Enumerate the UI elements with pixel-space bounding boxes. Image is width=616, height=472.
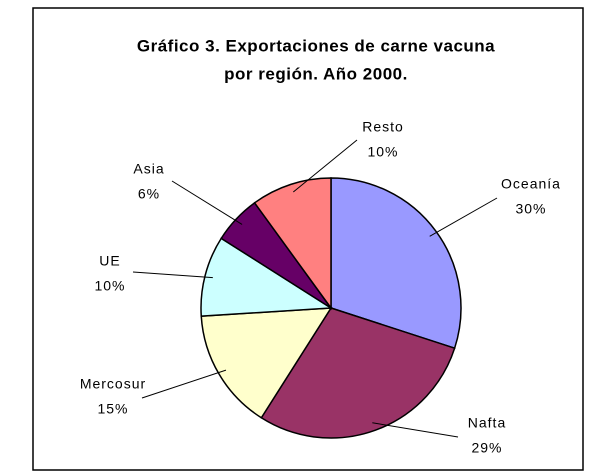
pie-slice <box>200 237 334 317</box>
slice-value-label: 10% <box>94 278 125 294</box>
slice-label: Resto <box>362 119 404 135</box>
slice-label: Nafta <box>468 415 506 431</box>
slice-value-label: 15% <box>97 401 128 417</box>
chart-title: por región. Año 2000. <box>224 64 408 83</box>
slice-label: Mercosur <box>80 376 146 392</box>
leader-line <box>292 139 358 193</box>
pie-slice <box>330 177 462 350</box>
leader-line <box>429 197 498 237</box>
slice-value-label: 10% <box>367 144 398 160</box>
slice-value-label: 6% <box>138 186 160 202</box>
leader-line <box>372 422 459 438</box>
leader-line <box>141 369 227 399</box>
pie-slice <box>200 307 333 419</box>
pie-slice <box>253 177 332 311</box>
leader-line <box>132 271 213 279</box>
slice-value-label: 29% <box>471 440 502 456</box>
slice-value-label: 30% <box>515 201 546 217</box>
chart-title: Gráfico 3. Exportaciones de carne vacuna <box>137 36 495 55</box>
pie-slice <box>260 307 456 439</box>
leader-line <box>171 180 243 225</box>
slice-label: Asia <box>133 161 164 177</box>
slice-label: Oceanía <box>501 176 561 192</box>
slice-label: UE <box>99 253 120 269</box>
